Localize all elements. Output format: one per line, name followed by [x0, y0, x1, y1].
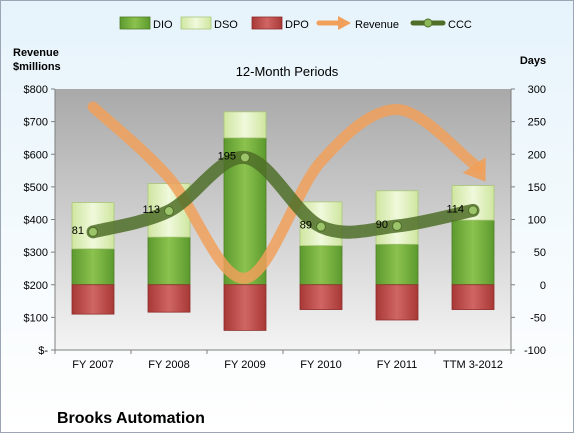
y2-tick-label: 0 — [540, 280, 546, 292]
y2-tick-label: 100 — [528, 215, 546, 227]
ccc-data-label: 113 — [142, 204, 160, 216]
y-tick-label: $600 — [24, 149, 48, 161]
dio-bar — [375, 243, 419, 286]
revenue-series — [87, 101, 486, 284]
dio-bar — [71, 248, 115, 286]
y2-tick-label: -50 — [530, 312, 546, 324]
legend-swatch-dso — [180, 16, 212, 30]
legend-swatch-dpo — [251, 16, 283, 30]
y-axis-ticks: $- $100 $200 $300 $400 $500 $600 $700 $800 — [24, 84, 55, 357]
x-tick-label: TTM 3-2012 — [443, 359, 503, 371]
ccc-point — [164, 206, 174, 217]
ccc-point — [468, 205, 478, 216]
ccc-point — [88, 226, 98, 237]
y2-tick-label: 250 — [528, 117, 546, 129]
legend-label-dio: DIO — [153, 19, 173, 31]
legend-swatch-dio — [119, 16, 151, 30]
y2-tick-label: 200 — [528, 149, 546, 161]
revenue-arrowhead — [462, 157, 486, 182]
y-tick-label: $800 — [24, 84, 48, 96]
ccc-data-label: 81 — [72, 225, 84, 237]
dpo-bar — [223, 284, 267, 331]
y2-axis-ticks: -100 -50 0 50 100 150 200 250 300 — [511, 84, 546, 357]
ccc-series — [86, 151, 480, 239]
y-tick-label: $200 — [24, 280, 48, 292]
ccc-point — [240, 152, 250, 163]
y-tick-label: $100 — [24, 312, 48, 324]
dpo-bar — [147, 284, 191, 313]
legend-label-revenue: Revenue — [355, 19, 399, 31]
y2-tick-label: 50 — [534, 247, 546, 259]
y-tick-label: $300 — [24, 247, 48, 259]
ccc-point — [316, 221, 326, 232]
y-axis-title: Revenue $millions — [13, 47, 62, 73]
y2-tick-label: -100 — [524, 345, 546, 357]
y2-axis-title: Days — [520, 55, 546, 67]
revenue-line — [87, 101, 485, 284]
x-axis-ticks: FY 2007 FY 2008 FY 2009 FY 2010 FY 2011 TTM 3… — [54, 350, 512, 371]
y2-tick-label: 150 — [528, 182, 546, 194]
x-tick-label: FY 2010 — [300, 359, 341, 371]
x-tick-label: FY 2009 — [224, 359, 265, 371]
legend-swatch-ccc — [410, 18, 446, 28]
dpo-bar — [375, 284, 419, 321]
y-tick-label: $700 — [24, 117, 48, 129]
y-tick-label: $500 — [24, 182, 48, 194]
x-tick-label: FY 2011 — [377, 359, 418, 371]
legend-swatch-revenue — [316, 16, 351, 30]
dpo-bar — [451, 284, 495, 310]
legend-label-dso: DSO — [214, 19, 238, 31]
dio-bar — [299, 245, 343, 286]
legend: DIO DSO DPO Revenue CCC — [119, 16, 472, 31]
company-name: Brooks Automation — [57, 410, 205, 427]
y-tick-label: $- — [38, 345, 48, 357]
y2-tick-label: 300 — [528, 84, 546, 96]
ccc-point — [392, 221, 402, 232]
y-tick-label: $400 — [24, 215, 48, 227]
dio-bar — [451, 219, 495, 286]
chart-title: 12-Month Periods — [236, 64, 339, 79]
x-tick-label: FY 2008 — [148, 359, 189, 371]
ccc-data-labels: 81 113 195 89 90 114 — [72, 151, 464, 237]
x-tick-label: FY 2007 — [72, 359, 113, 371]
dio-bar — [147, 236, 191, 286]
dpo-bar — [299, 284, 343, 310]
ccc-data-label: 90 — [376, 219, 388, 231]
dpo-bar — [71, 284, 115, 315]
ccc-data-label: 114 — [446, 203, 464, 215]
dso-bar — [223, 111, 267, 139]
ccc-data-label: 89 — [300, 220, 312, 232]
legend-label-ccc: CCC — [448, 19, 472, 31]
legend-label-dpo: DPO — [285, 19, 309, 31]
ccc-data-label: 195 — [218, 151, 236, 163]
